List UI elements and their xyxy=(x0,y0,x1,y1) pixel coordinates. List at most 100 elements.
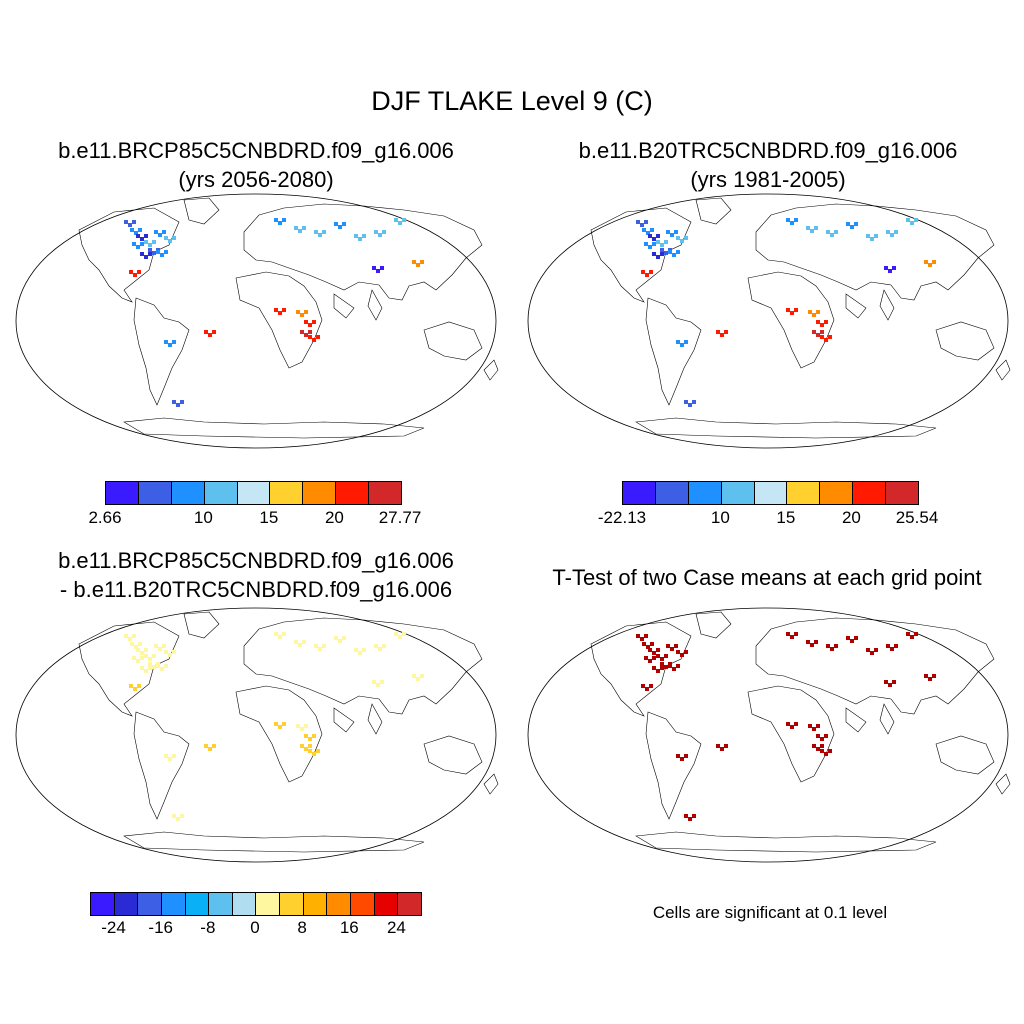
map-cell xyxy=(133,687,137,691)
map-cell xyxy=(156,250,160,254)
map-cell xyxy=(278,221,282,225)
map-cell xyxy=(137,684,141,688)
panel4-map xyxy=(527,607,1011,863)
map-cell xyxy=(312,752,316,756)
colorbar-tick-label: 2.66 xyxy=(88,508,122,527)
map-cell xyxy=(354,648,358,652)
colorbar-tick-label: 25.54 xyxy=(895,508,939,527)
map-cell xyxy=(302,226,306,230)
map-cell xyxy=(168,343,172,347)
coastline xyxy=(635,417,937,439)
colorbar-swatch xyxy=(106,482,139,504)
map-cell xyxy=(794,632,798,636)
map-cell xyxy=(300,727,304,731)
panel1-title-line1: b.e11.BRCP85C5CNBDRD.f09_g16.006 xyxy=(58,138,454,163)
map-cell xyxy=(652,651,656,655)
map-cell xyxy=(204,330,208,334)
map-cell xyxy=(144,669,148,673)
map-cell xyxy=(136,245,140,249)
map-cell xyxy=(124,634,128,638)
map-cell xyxy=(660,666,664,670)
map-cell xyxy=(645,273,649,277)
map-cell xyxy=(646,645,650,649)
map-cell xyxy=(642,228,646,232)
colorbar-swatch xyxy=(336,482,370,504)
map-cell xyxy=(148,248,152,252)
coastline xyxy=(879,703,895,735)
map-cell xyxy=(132,242,136,246)
coastline xyxy=(423,321,483,361)
map-cell xyxy=(376,269,380,273)
coastline xyxy=(845,293,867,319)
map-cell xyxy=(172,340,176,344)
coastline xyxy=(133,711,190,820)
map-cell xyxy=(648,245,652,249)
map-cell xyxy=(656,654,660,658)
map-cell xyxy=(140,252,144,256)
map-cell xyxy=(850,639,854,643)
map-cell xyxy=(316,335,320,339)
map-cell xyxy=(906,632,910,636)
map-cell xyxy=(274,722,278,726)
map-cell xyxy=(382,644,386,648)
map-cell xyxy=(164,754,168,758)
map-cell xyxy=(132,220,136,224)
map-cell xyxy=(684,650,688,654)
map-cell xyxy=(724,744,728,748)
map-cell xyxy=(932,674,936,678)
map-cell xyxy=(680,343,684,347)
map-cell xyxy=(144,654,148,658)
map-cell xyxy=(886,230,890,234)
panel2-title-line1: b.e11.B20TRC5CNBDRD.f09_g16.006 xyxy=(578,138,958,163)
coastline xyxy=(879,289,895,321)
map-cell xyxy=(398,635,402,639)
map-cell xyxy=(874,648,878,652)
coastline xyxy=(333,293,355,319)
map-cell xyxy=(168,757,172,761)
map-cell xyxy=(894,644,898,648)
map-cell xyxy=(308,330,312,334)
map-cell xyxy=(672,667,676,671)
map-cell xyxy=(152,665,156,669)
map-frame xyxy=(527,607,1009,863)
panel2-colorbar-labels: -22.13 10 15 20 25.54 xyxy=(598,508,938,530)
map-cell xyxy=(816,310,820,314)
map-cell xyxy=(886,644,890,648)
map-cell xyxy=(134,645,138,649)
map-cell xyxy=(794,218,798,222)
map-cell xyxy=(180,400,184,404)
panel2-map xyxy=(527,193,1011,449)
coastline xyxy=(78,207,180,303)
colorbar-swatch xyxy=(398,893,421,915)
coastline xyxy=(695,611,732,639)
map-cell xyxy=(334,222,338,226)
map-cell xyxy=(376,683,380,687)
coastline xyxy=(123,417,425,439)
map-cell xyxy=(670,647,674,651)
map-cell xyxy=(304,333,308,337)
map-cell xyxy=(641,684,645,688)
map-cell xyxy=(294,640,298,644)
coastline xyxy=(183,197,220,225)
map-cell xyxy=(692,400,696,404)
map-cell xyxy=(278,311,282,315)
panel2-colorbar xyxy=(622,481,919,505)
map-cell xyxy=(374,230,378,234)
map-cell xyxy=(398,221,402,225)
map-cell xyxy=(646,231,650,235)
map-cell xyxy=(316,749,320,753)
map-cell xyxy=(676,664,680,668)
colorbar-swatch xyxy=(161,893,186,915)
map-cell xyxy=(790,221,794,225)
map-cell xyxy=(644,656,648,660)
map-cell xyxy=(318,647,322,651)
map-cell xyxy=(278,725,282,729)
map-cell xyxy=(824,320,828,324)
map-cell xyxy=(816,320,820,324)
coastline xyxy=(78,621,180,717)
panel3-map xyxy=(15,607,499,863)
map-cell xyxy=(892,266,896,270)
map-cell xyxy=(684,814,688,818)
map-cell xyxy=(656,648,660,652)
map-cell xyxy=(676,236,680,240)
